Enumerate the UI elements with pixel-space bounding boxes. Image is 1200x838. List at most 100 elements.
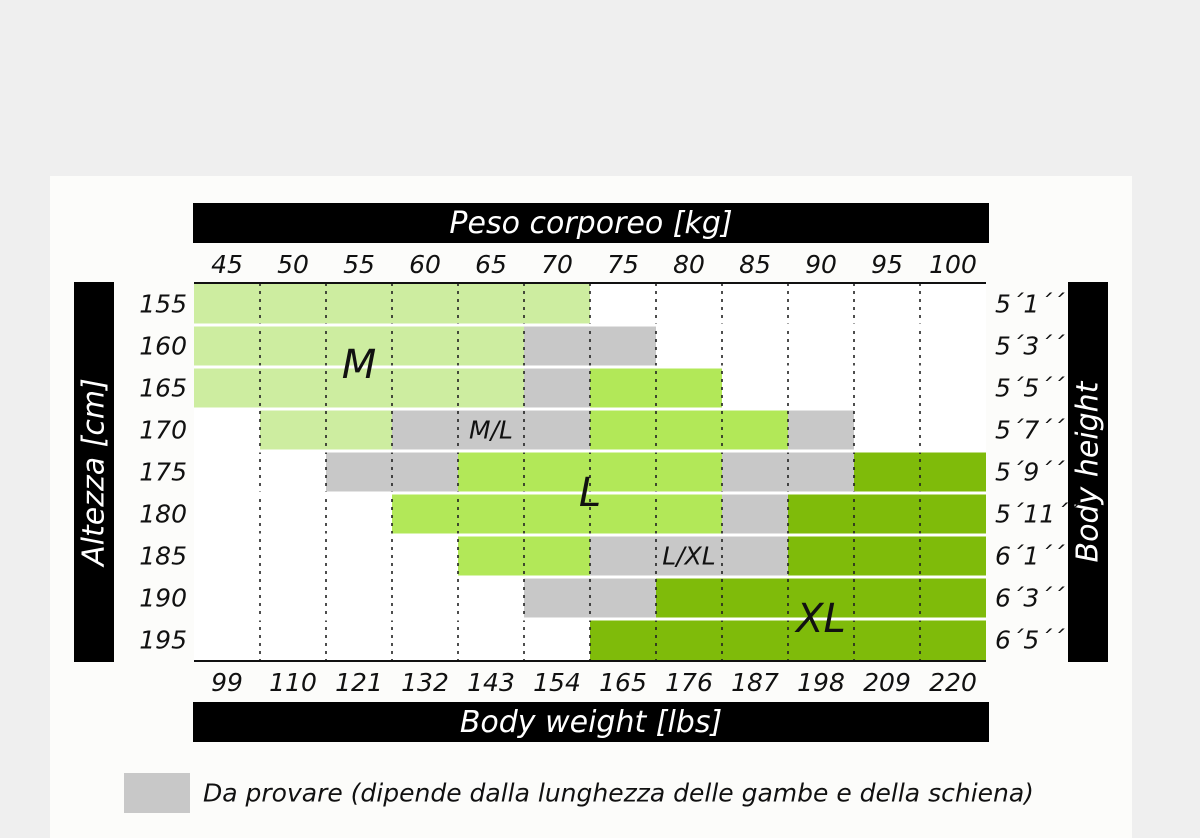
right-axis-title: Body height (1070, 381, 1106, 563)
cell-l (524, 535, 590, 577)
cell-xl (854, 535, 920, 577)
cell-m-l (326, 451, 392, 493)
y-tick-ft: 5´11´´ (995, 499, 1081, 529)
cell-l (458, 493, 524, 535)
y-tick-cm: 190 (139, 583, 187, 613)
cell-l (722, 409, 788, 451)
cell-m-l (524, 367, 590, 409)
cell-l (524, 493, 590, 535)
region-label-m-l: M/L (469, 416, 513, 445)
x-tick-kg: 95 (871, 250, 903, 279)
cell-xl (788, 619, 854, 661)
x-tick-lbs: 143 (467, 668, 515, 697)
cell-xl (590, 619, 656, 661)
cell-xl (788, 493, 854, 535)
legend-label: Da provare (dipende dalla lunghezza dell… (203, 778, 1034, 808)
y-tick-cm: 160 (139, 331, 187, 361)
x-tick-kg: 60 (409, 250, 441, 279)
cell-l (458, 451, 524, 493)
cell-l-xl (590, 535, 656, 577)
cell-m (260, 283, 326, 325)
cell-m (458, 325, 524, 367)
cell-xl (656, 619, 722, 661)
y-tick-ft: 5´5´´ (995, 373, 1065, 403)
x-tick-kg: 55 (343, 250, 375, 279)
cell-m (326, 283, 392, 325)
cell-xl (920, 535, 986, 577)
x-tick-kg: 85 (739, 250, 771, 279)
cell-m (326, 367, 392, 409)
y-tick-ft: 6´5´´ (995, 625, 1065, 655)
cell-m-l (590, 325, 656, 367)
y-tick-cm: 175 (139, 457, 187, 487)
x-tick-lbs: 110 (269, 668, 317, 697)
cell-m-l (458, 409, 524, 451)
cell-xl (920, 619, 986, 661)
region-label-xl: XL (794, 596, 846, 642)
bottom-axis-title: Body weight [lbs] (193, 702, 989, 742)
cell-xl (788, 535, 854, 577)
cell-m (260, 325, 326, 367)
cell-l (656, 367, 722, 409)
cell-m (194, 283, 260, 325)
cell-m (260, 409, 326, 451)
x-tick-lbs: 187 (731, 668, 779, 697)
cell-l (524, 451, 590, 493)
cell-xl (920, 451, 986, 493)
y-tick-cm: 180 (139, 499, 187, 529)
cell-m-l (392, 451, 458, 493)
cell-l (458, 535, 524, 577)
y-tick-ft: 5´1´´ (995, 289, 1065, 319)
cell-xl (722, 577, 788, 619)
cell-xl (854, 451, 920, 493)
cell-m (326, 409, 392, 451)
cell-l (590, 409, 656, 451)
region-label-l-xl: L/XL (662, 542, 715, 571)
x-tick-lbs: 165 (599, 668, 647, 697)
x-tick-kg: 45 (211, 250, 243, 279)
cell-m (326, 325, 392, 367)
y-tick-cm: 185 (139, 541, 187, 571)
cell-l (656, 409, 722, 451)
x-tick-kg: 65 (475, 250, 507, 279)
cell-xl (854, 493, 920, 535)
y-tick-ft: 6´1´´ (995, 541, 1065, 571)
y-tick-cm: 195 (139, 625, 187, 655)
cell-l-xl (656, 535, 722, 577)
cell-l-xl (788, 451, 854, 493)
x-tick-lbs: 220 (929, 668, 977, 697)
x-tick-lbs: 209 (863, 668, 911, 697)
cell-l-xl (722, 493, 788, 535)
x-tick-lbs: 176 (665, 668, 713, 697)
cell-xl (920, 577, 986, 619)
cell-l-xl (722, 535, 788, 577)
region-label-l: L (579, 470, 601, 516)
cell-m-l (788, 409, 854, 451)
x-tick-lbs: 154 (533, 668, 581, 697)
cell-xl (854, 619, 920, 661)
y-tick-ft: 6´3´´ (995, 583, 1065, 613)
top-axis-title: Peso corporeo [kg] (193, 203, 989, 243)
left-axis-bar: Altezza [cm] (74, 282, 114, 662)
right-axis-bar: Body height (1068, 282, 1108, 662)
x-tick-kg: 90 (805, 250, 837, 279)
cell-xl (722, 619, 788, 661)
cell-l (656, 493, 722, 535)
left-axis-title: Altezza [cm] (76, 378, 112, 566)
region-label-m: M (342, 342, 377, 388)
cell-l-xl (524, 577, 590, 619)
y-tick-ft: 5´9´´ (995, 457, 1065, 487)
y-tick-ft: 5´3´´ (995, 331, 1065, 361)
cell-l (590, 451, 656, 493)
x-tick-kg: 70 (541, 250, 573, 279)
cell-m (194, 325, 260, 367)
cell-l (392, 493, 458, 535)
x-tick-lbs: 121 (335, 668, 383, 697)
cell-l (590, 493, 656, 535)
cell-m (392, 325, 458, 367)
x-tick-kg: 100 (929, 250, 977, 279)
cell-m (392, 283, 458, 325)
y-tick-ft: 5´7´´ (995, 415, 1065, 445)
cell-m-l (392, 409, 458, 451)
